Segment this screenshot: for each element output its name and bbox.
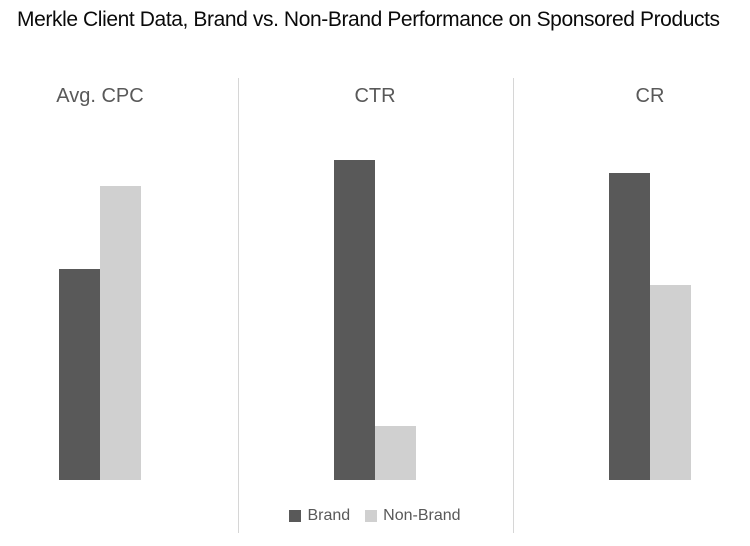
legend-item-non-brand: Non-Brand	[365, 507, 461, 525]
category-label-avg-cpc: Avg. CPC	[56, 85, 144, 107]
bar-non-brand-avg-cpc	[100, 186, 141, 480]
category-label-ctr: CTR	[354, 85, 396, 107]
legend-swatch-non-brand-icon	[365, 510, 378, 522]
chart-title: Merkle Client Data, Brand vs. Non-Brand …	[17, 8, 720, 31]
bar-brand-ctr	[334, 160, 375, 480]
panel-divider-right	[513, 78, 514, 533]
legend-label-non-brand: Non-Brand	[383, 507, 461, 524]
bar-brand-avg-cpc	[59, 269, 100, 480]
legend-swatch-brand-icon	[289, 510, 302, 522]
bar-brand-cr	[609, 173, 650, 480]
legend-label-brand: Brand	[307, 507, 351, 524]
bar-non-brand-cr	[650, 285, 691, 480]
bar-non-brand-ctr	[375, 426, 416, 480]
legend: Brand Non-Brand	[0, 507, 750, 525]
legend-item-brand: Brand	[289, 507, 350, 525]
panel-divider-left	[238, 78, 239, 533]
category-label-cr: CR	[635, 85, 665, 107]
